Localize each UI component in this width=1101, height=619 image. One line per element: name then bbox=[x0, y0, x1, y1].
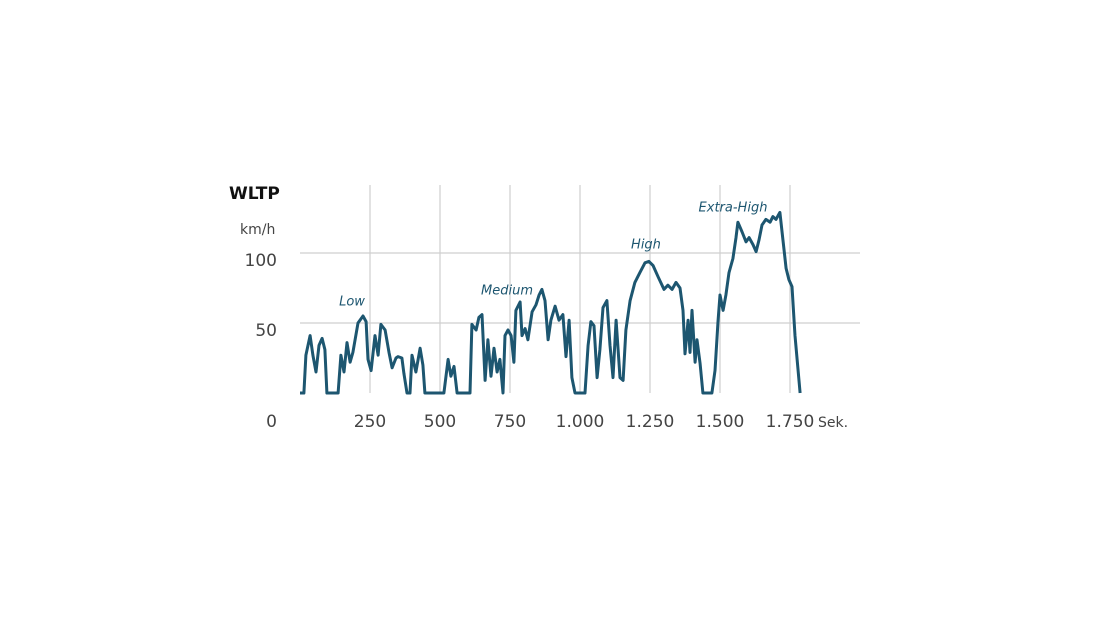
x-tick-label: 500 bbox=[424, 412, 456, 432]
x-tick-label: 1.250 bbox=[626, 412, 675, 432]
x-tick-label: 1.000 bbox=[556, 412, 605, 432]
x-tick-label: 1.500 bbox=[696, 412, 745, 432]
annotation: High bbox=[631, 238, 661, 253]
x-tick-label: 250 bbox=[354, 412, 386, 432]
x-tick-label: 1.750 bbox=[766, 412, 815, 432]
y-tick-label: 0 bbox=[266, 412, 277, 432]
x-tick-label: 750 bbox=[494, 412, 526, 432]
y-axis-label: km/h bbox=[240, 222, 275, 238]
line bbox=[300, 210, 802, 395]
annotation: Extra-High bbox=[699, 201, 768, 216]
chart-title: WLTP bbox=[229, 184, 280, 204]
y-tick-label: 100 bbox=[245, 251, 277, 271]
y-tick-label: 50 bbox=[255, 321, 277, 341]
annotation: Low bbox=[339, 295, 365, 310]
x-axis-label: Sek. bbox=[818, 415, 848, 431]
annotation: Medium bbox=[481, 284, 533, 299]
